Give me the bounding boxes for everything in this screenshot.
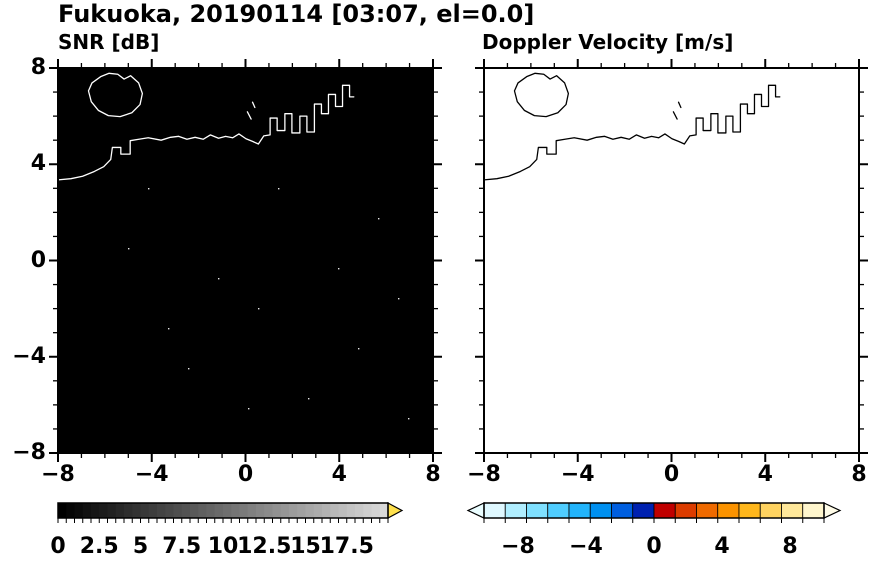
snr-over-arrow <box>387 502 404 520</box>
plot-background <box>484 68 859 453</box>
x-tick-label: 4 <box>757 462 773 487</box>
coastline-mainland <box>57 84 355 181</box>
velocity-colorbar-cells <box>483 502 825 519</box>
coastline-island <box>513 72 570 118</box>
velocity-plot <box>475 59 868 462</box>
y-tick-label: 8 <box>30 55 46 80</box>
x-tick-label: 0 <box>237 462 254 487</box>
snr-colorbar <box>57 502 404 523</box>
figure-title: Fukuoka, 20190114 [03:07, el=0.0] <box>58 0 535 28</box>
snr-colorbar-label: 7.5 <box>162 534 202 559</box>
x-tick-label: −4 <box>560 462 595 487</box>
coastline-mainland <box>483 84 781 181</box>
snr-colorbar-cells <box>58 503 389 518</box>
noise-speckles <box>128 188 410 420</box>
velocity-colorbar-outline <box>483 502 825 519</box>
x-tick-label: −8 <box>467 462 501 487</box>
snr-colorbar-label: 15 <box>290 534 321 559</box>
coastline-island <box>87 72 144 118</box>
velocity-colorbar-ticks <box>483 518 825 523</box>
snr-plot <box>49 59 442 462</box>
snr-colorbar-outline <box>57 502 389 519</box>
y-tick-label: 0 <box>30 247 46 273</box>
snr-colorbar-label: 5 <box>132 534 149 559</box>
velocity-over-arrow <box>823 502 842 519</box>
velocity-under-arrow <box>466 502 485 519</box>
velocity-colorbar-label: −4 <box>569 534 603 559</box>
x-tick-label: 4 <box>331 462 347 487</box>
velocity-colorbar-label: 0 <box>646 534 662 559</box>
x-tick-label: 8 <box>425 462 441 487</box>
x-tick-label: −8 <box>41 462 75 487</box>
coastline <box>57 72 355 181</box>
x-tick-label: −4 <box>134 462 169 487</box>
plot-frame <box>483 67 860 454</box>
snr-colorbar-label: 17.5 <box>319 534 374 559</box>
plot-background <box>58 68 433 453</box>
coastline-islets <box>672 101 682 120</box>
velocity-colorbar-label: −8 <box>501 534 535 559</box>
velocity-colorbar-label: 4 <box>714 534 730 559</box>
coastline <box>483 72 781 181</box>
snr-colorbar-label: 10 <box>207 534 239 559</box>
velocity-colorbar-label: 8 <box>782 534 798 559</box>
y-tick-label: −8 <box>12 440 46 465</box>
snr-panel-title: SNR [dB] <box>58 30 160 54</box>
snr-colorbar-label: 12.5 <box>237 534 292 559</box>
y-tick-label: −4 <box>12 343 46 369</box>
x-tick-label: 0 <box>663 462 680 487</box>
x-tick-label: 8 <box>851 462 867 487</box>
velocity-colorbar <box>466 502 842 523</box>
coastline-islets <box>246 101 256 120</box>
snr-colorbar-label: 0 <box>50 534 66 559</box>
y-tick-label: 4 <box>30 151 46 177</box>
snr-colorbar-ticks <box>57 518 389 523</box>
plot-frame <box>57 67 434 454</box>
snr-colorbar-label: 2.5 <box>79 534 119 559</box>
velocity-panel-title: Doppler Velocity [m/s] <box>482 30 734 54</box>
